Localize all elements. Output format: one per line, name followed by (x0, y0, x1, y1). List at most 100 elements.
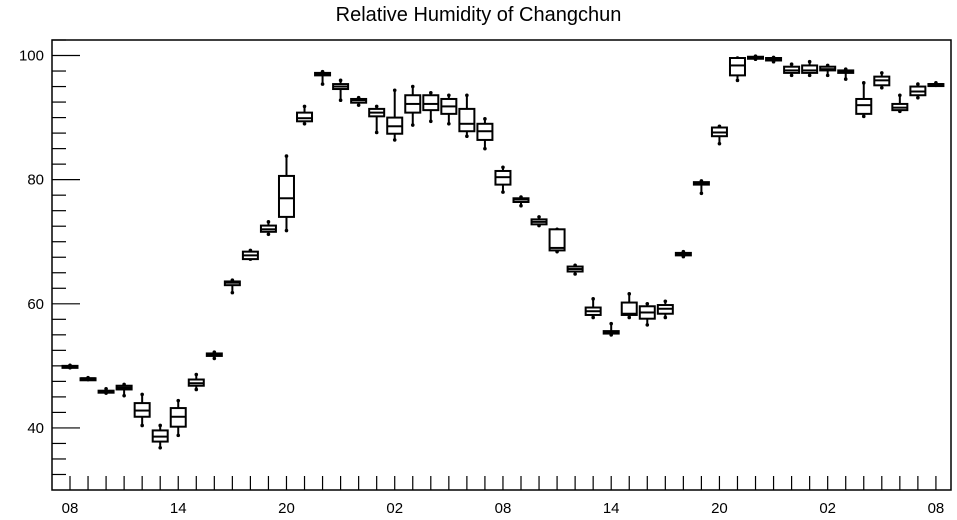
y-tick-label: 80 (27, 172, 44, 189)
whisker-min-dot (447, 121, 451, 126)
box-item (368, 104, 386, 135)
box-iqr (296, 111, 314, 123)
box-item (205, 350, 223, 361)
whisker-min-dot (843, 77, 848, 81)
box-item (584, 297, 602, 320)
box-series (61, 54, 945, 450)
box-item (476, 117, 494, 151)
whisker-min-dot (320, 82, 325, 86)
box-item (747, 54, 765, 62)
box-item (494, 165, 512, 194)
whisker-min-dot (825, 73, 830, 78)
whisker-min-dot (807, 73, 812, 78)
box-item (855, 81, 873, 119)
box-item (115, 382, 133, 398)
y-tick-label: 40 (27, 420, 44, 437)
chart-title: Relative Humidity of Changchun (335, 4, 622, 26)
box-item (765, 55, 783, 64)
box-item (801, 59, 819, 78)
whisker-min-dot (735, 78, 740, 83)
box-item (602, 321, 620, 337)
whisker-min-dot (880, 85, 884, 90)
box-item (566, 263, 584, 276)
whisker-min-dot (916, 95, 920, 100)
whisker-min-dot (266, 232, 271, 237)
whisker-min-dot (140, 423, 144, 428)
whisker-max-dot (483, 117, 487, 121)
box-iqr (855, 97, 873, 115)
whisker-max-dot (465, 93, 469, 98)
whisker-max-dot (501, 165, 505, 170)
whisker-max-dot (537, 215, 541, 219)
whisker-max-dot (627, 292, 632, 296)
whisker-min-dot (501, 190, 505, 194)
y-tick-label: 100 (19, 48, 44, 65)
x-tick-label: 14 (170, 500, 187, 517)
x-tick-label: 20 (278, 500, 295, 517)
box-item (79, 375, 97, 382)
whisker-max-dot (392, 88, 397, 93)
whisker-max-dot (861, 81, 866, 85)
whisker-min-dot (194, 387, 199, 392)
box-item (674, 249, 692, 259)
box-item (259, 220, 277, 237)
x-tick-label: 08 (62, 500, 79, 517)
box-item (548, 227, 566, 254)
whisker-max-dot (591, 297, 595, 301)
box-item (223, 278, 241, 295)
whisker-min-dot (663, 315, 668, 320)
whisker-min-dot (519, 203, 523, 208)
whisker-min-dot (699, 191, 704, 196)
whisker-max-dot (789, 62, 794, 67)
box-item (386, 88, 404, 142)
whisker-min-dot (158, 445, 162, 450)
whisker-max-dot (663, 299, 668, 304)
y-tick-label: 60 (27, 296, 44, 313)
box-item (277, 154, 295, 233)
whisker-min-dot (356, 103, 361, 107)
box-item (873, 71, 891, 90)
box-item (458, 93, 476, 139)
box-item (620, 292, 638, 320)
box-item (151, 423, 169, 450)
box-item (728, 56, 746, 83)
whisker-min-dot (483, 146, 487, 151)
whisker-max-dot (609, 321, 613, 326)
box-item (404, 84, 422, 127)
box-item (783, 62, 801, 78)
whisker-max-dot (898, 93, 902, 98)
whisker-min-dot (573, 272, 577, 276)
whisker-min-dot (302, 121, 307, 126)
whisker-max-dot (880, 71, 884, 75)
whisker-min-dot (410, 123, 415, 127)
whisker-min-dot (627, 315, 632, 320)
box-item (187, 372, 205, 392)
whisker-min-dot (429, 119, 433, 124)
whisker-min-dot (591, 315, 595, 320)
box-item (133, 392, 151, 428)
box-item (241, 248, 259, 261)
box-iqr (728, 57, 746, 77)
box-item (314, 69, 332, 86)
whisker-max-dot (807, 59, 812, 64)
whisker-max-dot (645, 301, 650, 306)
whisker-min-dot (861, 114, 866, 119)
whisker-max-dot (302, 104, 307, 109)
whisker-max-dot (338, 78, 343, 83)
box-iqr (422, 94, 440, 112)
x-tick-label: 20 (711, 500, 728, 517)
whisker-max-dot (410, 84, 415, 89)
box-item (891, 93, 909, 114)
whisker-min-dot (338, 98, 343, 103)
whisker-max-dot (284, 154, 289, 158)
box-item (97, 387, 115, 395)
box-item (512, 195, 530, 208)
whisker-min-dot (176, 433, 181, 438)
whisker-max-dot (374, 104, 379, 109)
whisker-max-dot (916, 82, 920, 86)
whisker-max-dot (447, 93, 451, 98)
whisker-min-dot (717, 141, 722, 146)
box-item (440, 93, 458, 126)
whisker-max-dot (158, 423, 162, 428)
